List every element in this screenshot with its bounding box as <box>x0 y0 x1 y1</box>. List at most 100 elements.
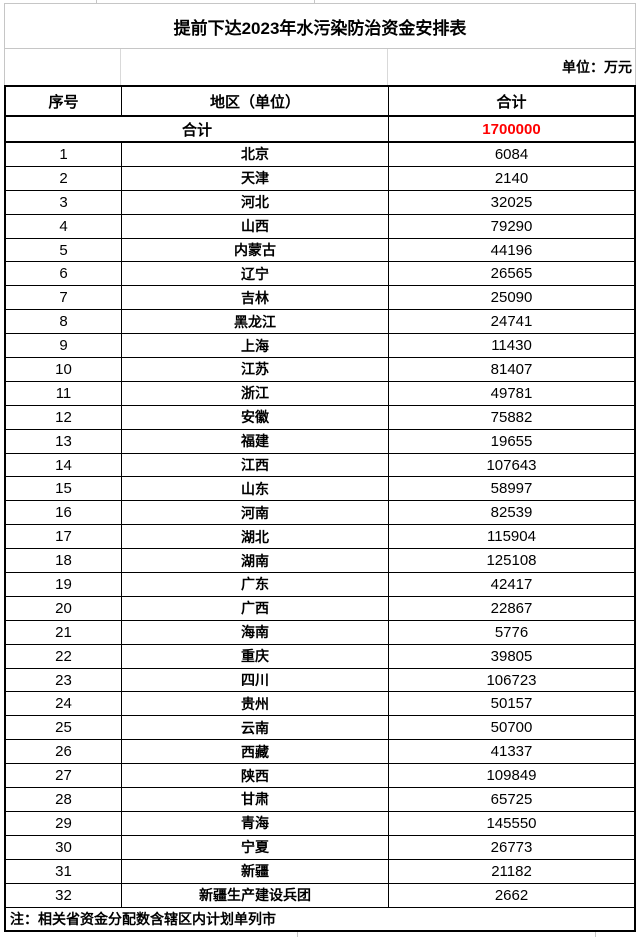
row-number-cell: 28 <box>6 788 122 811</box>
row-value-cell: 5776 <box>494 623 529 641</box>
row-value-cell: 125108 <box>486 552 537 570</box>
row-value-cell: 21182 <box>491 862 532 880</box>
table-row: 19 广东 42417 <box>6 573 634 597</box>
row-region-cell: 黑龙江 <box>122 310 389 334</box>
row-region-cell: 青海 <box>122 811 389 835</box>
row-number-cell: 32 <box>6 883 122 907</box>
table-row: 2 天津 2140 <box>6 166 634 191</box>
grand-total-value: 1700000 <box>482 120 541 138</box>
row-region-cell: 北京 <box>122 143 389 166</box>
row-region-cell: 新疆 <box>122 859 389 883</box>
row-region-cell: 甘肃 <box>122 788 389 811</box>
row-value-cell: 50157 <box>490 695 533 713</box>
row-region-cell: 河北 <box>122 190 389 214</box>
row-number-cell: 1 <box>6 143 122 166</box>
table-row: 5 内蒙古 44196 <box>6 238 634 263</box>
row-number-cell: 18 <box>6 549 122 573</box>
row-region-cell: 新疆生产建设兵团 <box>122 883 389 907</box>
table-row: 7 吉林 25090 <box>6 286 634 311</box>
table-row: 30 宁夏 26773 <box>6 835 634 860</box>
table-row: 26 西藏 41337 <box>6 740 634 765</box>
row-number-cell: 17 <box>6 525 122 549</box>
row-value-cell: 24741 <box>490 313 533 331</box>
table-row: 13 福建 19655 <box>6 429 634 454</box>
row-number-cell: 9 <box>6 334 122 358</box>
row-region-cell: 海南 <box>122 620 389 644</box>
row-value-cell: 2140 <box>494 169 529 187</box>
row-value-cell: 6084 <box>494 145 529 163</box>
row-number-cell: 27 <box>6 764 122 788</box>
row-value-cell: 25090 <box>490 289 533 307</box>
row-value-cell: 65725 <box>490 790 533 808</box>
table-row: 16 河南 82539 <box>6 501 634 526</box>
table-row: 29 青海 145550 <box>6 811 634 836</box>
page-title: 提前下达2023年水污染防治资金安排表 <box>173 18 467 38</box>
gridline-tick <box>595 932 596 937</box>
row-value-cell: 107643 <box>486 456 537 474</box>
row-value-cell: 75882 <box>490 408 533 426</box>
row-number-cell: 10 <box>6 358 122 381</box>
row-value-cell: 50700 <box>490 719 533 737</box>
table-row: 18 湖南 125108 <box>6 549 634 574</box>
row-number-cell: 22 <box>6 644 122 668</box>
row-value-cell: 82539 <box>490 504 533 522</box>
table-row: 12 安徽 75882 <box>6 405 634 430</box>
row-region-cell: 浙江 <box>122 381 389 405</box>
table-row: 8 黑龙江 24741 <box>6 310 634 335</box>
row-value-cell: 26565 <box>490 265 533 283</box>
row-value-cell: 22867 <box>490 599 533 617</box>
table-row: 14 江西 107643 <box>6 453 634 478</box>
row-number-cell: 6 <box>6 262 122 286</box>
row-region-cell: 广东 <box>122 573 389 596</box>
table-row: 23 四川 106723 <box>6 668 634 693</box>
table-header-row: 序号 地区（单位） 合计 <box>6 87 634 117</box>
row-region-cell: 重庆 <box>122 644 389 668</box>
table-body: 1 北京 6084 2 天津 2140 3 河北 32025 4 山西 7929… <box>6 143 634 908</box>
row-value-cell: 19655 <box>490 432 533 450</box>
row-value-cell: 49781 <box>490 384 533 402</box>
footnote: 注：相关省资金分配数含辖区内计划单列市 <box>10 910 276 927</box>
column-header-total: 合计 <box>496 93 527 111</box>
row-value-cell: 26773 <box>490 838 533 856</box>
funds-table: 序号 地区（单位） 合计 合计 1700000 1 北京 6084 2 天津 2… <box>4 85 636 932</box>
row-region-cell: 吉林 <box>122 286 389 310</box>
table-row: 22 重庆 39805 <box>6 644 634 669</box>
table-row: 1 北京 6084 <box>6 143 634 167</box>
row-region-cell: 山东 <box>122 477 389 501</box>
table-row: 20 广西 22867 <box>6 596 634 621</box>
row-number-cell: 26 <box>6 740 122 764</box>
row-region-cell: 山西 <box>122 214 389 238</box>
row-region-cell: 四川 <box>122 668 389 692</box>
row-region-cell: 辽宁 <box>122 262 389 286</box>
table-row: 4 山西 79290 <box>6 214 634 239</box>
row-number-cell: 23 <box>6 668 122 692</box>
row-value-cell: 79290 <box>490 217 533 235</box>
row-number-cell: 11 <box>6 381 122 405</box>
title-row: 提前下达2023年水污染防治资金安排表 <box>4 3 636 48</box>
table-row: 6 辽宁 26565 <box>6 262 634 287</box>
table-row: 11 浙江 49781 <box>6 381 634 406</box>
row-value-cell: 145550 <box>486 814 537 832</box>
row-region-cell: 广西 <box>122 596 389 620</box>
row-number-cell: 24 <box>6 692 122 716</box>
table-row: 27 陕西 109849 <box>6 764 634 789</box>
column-header-no: 序号 <box>6 87 122 115</box>
table-row: 17 湖北 115904 <box>6 525 634 550</box>
grand-total-row: 合计 1700000 <box>6 117 634 143</box>
table-row: 9 上海 11430 <box>6 334 634 359</box>
row-region-cell: 福建 <box>122 429 389 453</box>
row-value-cell: 58997 <box>490 480 533 498</box>
table-row: 24 贵州 50157 <box>6 692 634 717</box>
unit-label: 单位：万元 <box>562 59 632 75</box>
column-header-region: 地区（单位） <box>122 87 389 115</box>
row-value-cell: 44196 <box>490 241 533 259</box>
row-number-cell: 30 <box>6 835 122 859</box>
row-number-cell: 16 <box>6 501 122 525</box>
row-number-cell: 21 <box>6 620 122 644</box>
table-row: 25 云南 50700 <box>6 716 634 741</box>
row-value-cell: 41337 <box>490 743 533 761</box>
row-number-cell: 19 <box>6 573 122 596</box>
row-value-cell: 2662 <box>494 886 529 904</box>
unit-row-spacer <box>121 49 388 85</box>
row-number-cell: 25 <box>6 716 122 740</box>
